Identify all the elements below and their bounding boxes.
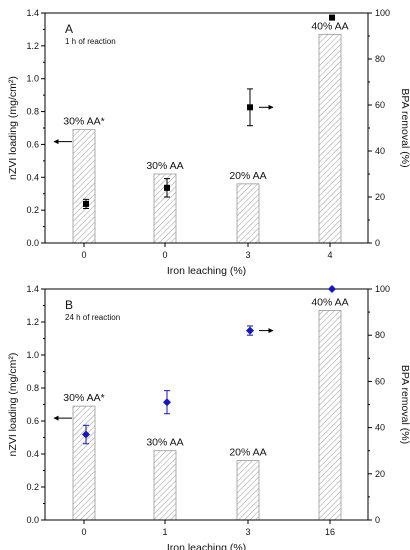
x-tick-label: 1	[162, 527, 167, 537]
y2-tick-label: 0	[375, 238, 380, 248]
y2-axis-label: BPA removal (%)	[399, 365, 410, 444]
data-point	[164, 184, 170, 191]
y-tick-label: 0.6	[26, 139, 39, 149]
y2-tick-label: 100	[375, 284, 390, 294]
chart-panel-b: 30% AA* 30% AA 20% AA 40% AA 0.0 0.2 0.4 0.6 0.8…	[7, 284, 410, 550]
y2-tick-label: 40	[375, 423, 385, 433]
data-point	[82, 430, 90, 439]
data-point	[83, 200, 89, 207]
y-tick-label: 1.4	[26, 284, 39, 294]
bar	[318, 33, 342, 244]
y2-tick-label: 60	[375, 376, 385, 386]
y-tick-label: 1.2	[26, 317, 39, 327]
y2-tick-label: 60	[375, 100, 385, 110]
y-tick-label: 0.0	[26, 238, 39, 248]
y2-tick-label: 40	[375, 146, 385, 156]
x-axis-label: Iron leaching (%)	[167, 265, 246, 277]
x-tick-label: 4	[327, 250, 332, 260]
y2-tick-label: 80	[375, 54, 385, 64]
y-axis-label: nZVI loading (mg/cm²)	[7, 76, 19, 180]
y-tick-label: 1.0	[26, 74, 39, 84]
bar	[236, 183, 260, 244]
y-tick-label: 0.2	[26, 482, 39, 492]
y2-tick-label: 80	[375, 330, 385, 340]
bar	[153, 450, 177, 521]
data-point	[329, 14, 335, 21]
y-tick-label: 1.0	[26, 350, 39, 360]
reaction-time-note: 24 h of reaction	[65, 313, 120, 322]
y-tick-label: 0.8	[26, 383, 39, 393]
bar-label: 20% AA	[229, 170, 266, 182]
bar-label: 30% AA*	[63, 116, 104, 128]
reaction-time-note: 1 h of reaction	[65, 37, 116, 46]
y2-tick-label: 20	[375, 192, 385, 202]
data-point	[328, 285, 336, 293]
panel-letter: B	[65, 298, 73, 312]
y-tick-label: 0.4	[26, 449, 39, 459]
y2-tick-label: 100	[375, 8, 390, 18]
x-tick-label: 0	[162, 250, 167, 260]
y2-tick-label: 20	[375, 469, 385, 479]
y2-axis-label: BPA removal (%)	[399, 88, 410, 167]
bar	[236, 460, 260, 521]
x-tick-label: 0	[81, 250, 86, 260]
y-tick-label: 0.4	[26, 172, 39, 182]
y-tick-label: 0.0	[26, 515, 39, 525]
y-tick-label: 0.8	[26, 107, 39, 117]
bar-label: 30% AA	[146, 437, 183, 449]
chart-panel-a: 30% AA* 30% AA 20% AA 40% AA 0.0 0.2 0.4 0.6 0.8…	[7, 8, 410, 277]
bar	[72, 129, 96, 244]
x-tick-label: 16	[325, 527, 335, 537]
panel-letter: A	[65, 22, 73, 36]
x-tick-label: 3	[245, 527, 250, 537]
bar	[318, 310, 342, 521]
y-tick-label: 1.2	[26, 41, 39, 51]
data-point	[246, 326, 254, 335]
bar-label: 40% AA	[311, 296, 348, 308]
y2-tick-label: 0	[375, 515, 380, 525]
y-axis-label: nZVI loading (mg/cm²)	[7, 353, 19, 457]
bar-label: 40% AA	[311, 20, 348, 32]
y-tick-label: 1.4	[26, 8, 39, 18]
data-point	[247, 104, 253, 111]
bar	[72, 405, 96, 521]
data-point	[163, 398, 171, 407]
x-axis-label: Iron leaching (%)	[167, 542, 246, 550]
bar-label: 20% AA	[229, 447, 266, 459]
y-tick-label: 0.2	[26, 205, 39, 215]
y-tick-label: 0.6	[26, 416, 39, 426]
bar-label: 30% AA*	[63, 392, 104, 404]
x-tick-label: 0	[81, 527, 86, 537]
x-tick-label: 3	[245, 250, 250, 260]
bar	[153, 173, 177, 244]
bar-label: 30% AA	[146, 160, 183, 172]
